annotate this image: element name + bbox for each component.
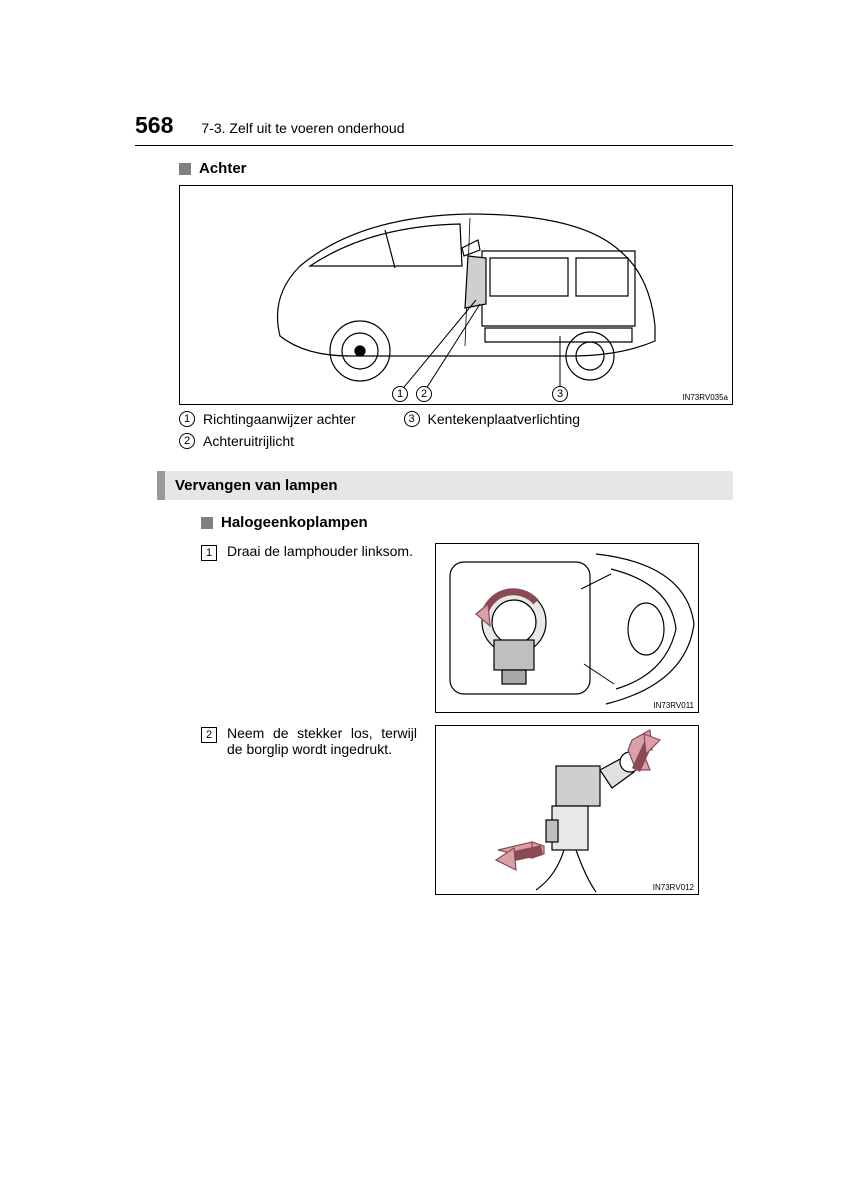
callout-3: 3 <box>552 386 568 402</box>
callout-2: 2 <box>416 386 432 402</box>
step-num-1: 1 <box>201 545 217 561</box>
legend-item-3: 3 Kentekenplaatverlichting <box>404 411 581 427</box>
callout-1: 1 <box>392 386 408 402</box>
legend-label-2: Achteruitrijlicht <box>203 433 294 449</box>
heading-halogen: Halogeenkoplampen <box>201 514 733 531</box>
page-number: 568 <box>135 112 173 139</box>
step-1-text: Draai de lamphouder linksom. <box>227 543 417 559</box>
square-bullet-icon <box>179 163 191 175</box>
vehicle-rear-illustration <box>240 196 680 396</box>
step-1: 1 Draai de lamphouder linksom. <box>201 543 733 713</box>
step-num-2: 2 <box>201 727 217 743</box>
step-2-text: Neem de stekker los, terwijl de borglip … <box>227 725 417 757</box>
figure-step-1: IN73RV011 <box>435 543 699 713</box>
legend-item-2: 2 Achteruitrijlicht <box>179 433 733 449</box>
section-band-text: Vervangen van lampen <box>175 477 338 494</box>
legend-item-1: 1 Richtingaanwijzer achter <box>179 411 356 427</box>
figure-ref-step2: IN73RV012 <box>653 883 694 892</box>
legend: 1 Richtingaanwijzer achter 3 Kentekenpla… <box>179 411 733 449</box>
bulb-rotate-illustration <box>436 544 698 712</box>
section-path: 7-3. Zelf uit te voeren onderhoud <box>201 120 404 136</box>
step-2: 2 Neem de stekker los, terwijl de borgli… <box>201 725 733 895</box>
section-band: Vervangen van lampen <box>157 471 733 500</box>
heading-achter-text: Achter <box>199 160 247 177</box>
legend-num-1: 1 <box>179 411 195 427</box>
legend-label-3: Kentekenplaatverlichting <box>428 411 581 427</box>
legend-label-1: Richtingaanwijzer achter <box>203 411 356 427</box>
bulb-unplug-illustration <box>436 726 698 894</box>
square-bullet-icon <box>201 517 213 529</box>
legend-num-3: 3 <box>404 411 420 427</box>
page-header: 568 7-3. Zelf uit te voeren onderhoud <box>135 112 733 146</box>
figure-vehicle-rear: 1 2 3 IN73RV035a <box>179 185 733 405</box>
heading-halogen-text: Halogeenkoplampen <box>221 514 368 531</box>
figure-ref-vehicle: IN73RV035a <box>682 393 728 402</box>
figure-ref-step1: IN73RV011 <box>653 701 694 710</box>
figure-step-2: IN73RV012 <box>435 725 699 895</box>
heading-achter: Achter <box>179 160 733 177</box>
legend-num-2: 2 <box>179 433 195 449</box>
